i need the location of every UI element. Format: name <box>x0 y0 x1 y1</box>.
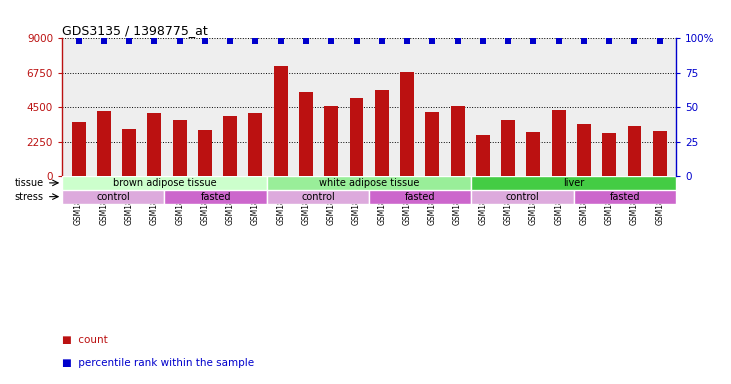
Text: fasted: fasted <box>200 192 231 202</box>
Point <box>629 38 640 44</box>
Point <box>174 38 186 44</box>
Bar <box>198 130 212 176</box>
Bar <box>602 133 616 176</box>
Bar <box>375 90 389 176</box>
Point <box>528 38 539 44</box>
Bar <box>325 106 338 176</box>
Text: ■  percentile rank within the sample: ■ percentile rank within the sample <box>62 358 254 368</box>
Point <box>124 38 135 44</box>
Point <box>426 38 438 44</box>
Bar <box>173 120 186 176</box>
Bar <box>471 190 574 204</box>
Point <box>578 38 590 44</box>
Point <box>148 38 160 44</box>
Point <box>351 38 363 44</box>
Text: control: control <box>301 192 335 202</box>
Point <box>603 38 615 44</box>
Text: ■  count: ■ count <box>62 335 108 345</box>
Text: tissue: tissue <box>15 178 44 188</box>
Point <box>249 38 261 44</box>
Bar <box>148 113 162 176</box>
Bar <box>627 126 641 176</box>
Bar <box>476 135 490 176</box>
Text: fasted: fasted <box>610 192 640 202</box>
Bar <box>274 66 288 176</box>
Text: GDS3135 / 1398775_at: GDS3135 / 1398775_at <box>62 24 208 37</box>
Point <box>72 38 84 44</box>
Point <box>98 38 110 44</box>
Bar <box>552 110 566 176</box>
Bar <box>62 176 267 190</box>
Point <box>199 38 211 44</box>
Bar <box>72 122 86 176</box>
Text: white adipose tissue: white adipose tissue <box>319 178 420 188</box>
Bar <box>249 113 262 176</box>
Text: fasted: fasted <box>405 192 436 202</box>
Bar <box>267 176 471 190</box>
Bar <box>425 112 439 176</box>
Text: stress: stress <box>15 192 44 202</box>
Point <box>502 38 514 44</box>
Bar <box>267 190 369 204</box>
Point <box>452 38 463 44</box>
Point <box>654 38 666 44</box>
Bar <box>62 190 164 204</box>
Text: control: control <box>96 192 130 202</box>
Point <box>224 38 236 44</box>
Bar <box>97 111 111 176</box>
Text: liver: liver <box>563 178 585 188</box>
Point <box>553 38 564 44</box>
Bar <box>223 116 237 176</box>
Bar <box>164 190 267 204</box>
Text: brown adipose tissue: brown adipose tissue <box>113 178 216 188</box>
Bar <box>349 98 363 176</box>
Bar <box>450 106 464 176</box>
Bar <box>122 129 136 176</box>
Bar <box>653 131 667 176</box>
Bar <box>574 190 676 204</box>
Bar <box>526 132 540 176</box>
Point <box>325 38 337 44</box>
Bar <box>369 190 471 204</box>
Point <box>300 38 312 44</box>
Bar <box>471 176 676 190</box>
Point <box>401 38 413 44</box>
Bar <box>400 72 414 176</box>
Text: control: control <box>506 192 539 202</box>
Point <box>477 38 489 44</box>
Bar <box>577 124 591 176</box>
Bar <box>299 92 313 176</box>
Point <box>275 38 287 44</box>
Point <box>376 38 387 44</box>
Bar <box>501 120 515 176</box>
